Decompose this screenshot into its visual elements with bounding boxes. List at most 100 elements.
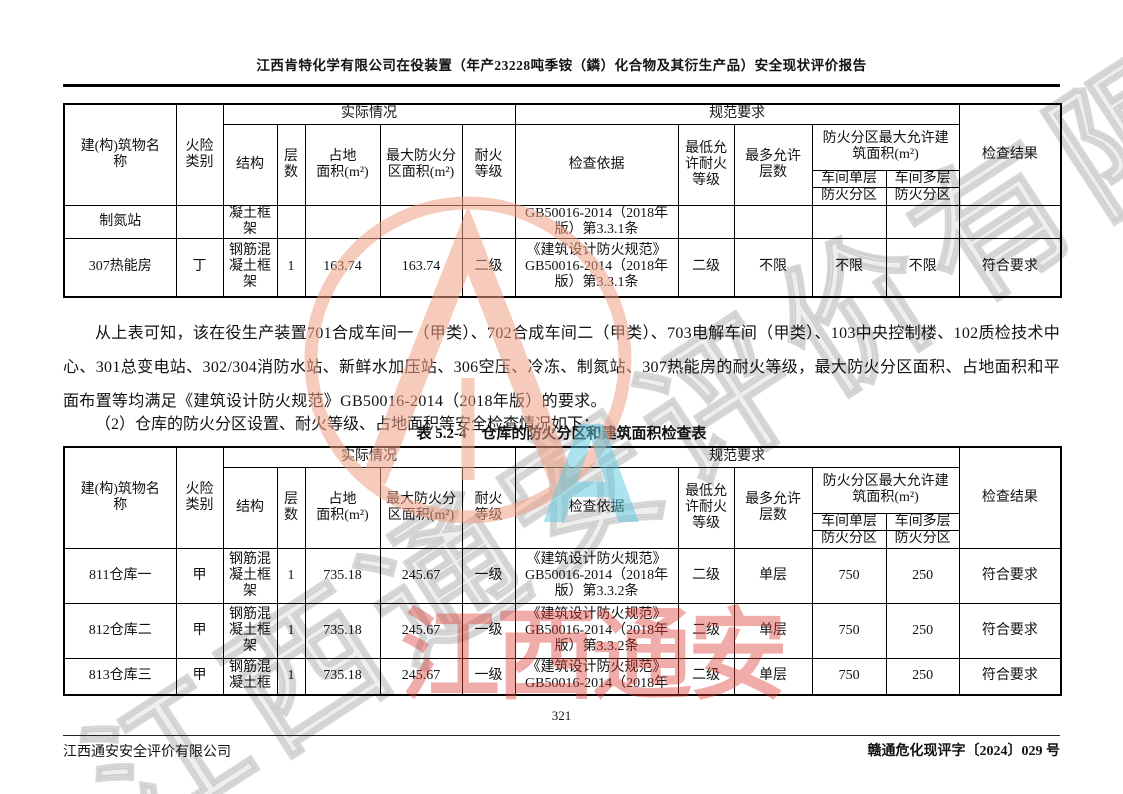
table-cell <box>733 204 813 239</box>
table-cell: 符合要求 <box>958 547 1062 604</box>
col-header-building-name: 建(构)筑物名 称 <box>63 446 177 549</box>
table-cell: 不限 <box>811 237 887 298</box>
table-cell: 250 <box>885 547 960 604</box>
col-header-multi-storey: 车间多层 <box>885 512 960 531</box>
table-cell: 单层 <box>733 657 813 696</box>
col-header-footprint: 占地 面积(m²) <box>304 466 381 549</box>
col-header-min-rating: 最低允 许耐火 等级 <box>677 123 735 206</box>
table-cell: 甲 <box>175 657 224 696</box>
table-cell <box>175 204 224 239</box>
fire-check-table-1: 建(构)筑物名 称 火险 类别 实际情况 规范要求 检查结果 结构 层 数 占地… <box>63 103 1063 298</box>
table-cell: 钢筋混 凝土框 架 <box>222 547 278 604</box>
col-header-basis: 检查依据 <box>514 466 679 549</box>
table-row: 812仓库二 甲 钢筋混 凝土框 架 1 735.18 245.67 一级 《建… <box>63 602 1062 659</box>
col-header-max-zone: 最大防火分 区面积(m²) <box>379 123 463 206</box>
table-cell: 二级 <box>677 602 735 659</box>
table-cell <box>379 204 463 239</box>
table-cell: 钢筋混 凝土框 <box>222 657 278 696</box>
table-cell: 307热能房 <box>63 237 177 298</box>
table-cell: 811仓库一 <box>63 547 177 604</box>
table-cell: 单层 <box>733 602 813 659</box>
table-caption: 表 5.2-4 仓库的防火分区和建筑面积检查表 <box>416 426 707 442</box>
col-header-basis: 检查依据 <box>514 123 679 206</box>
table-cell: 1 <box>276 657 306 696</box>
col-header-max-floors: 最多允许 层数 <box>733 123 813 206</box>
table-cell: 钢筋混 凝土框 架 <box>222 237 278 298</box>
col-header-min-rating: 最低允 许耐火 等级 <box>677 466 735 549</box>
table-cell: 单层 <box>733 547 813 604</box>
table-cell: 《建筑设计防火规范》 GB50016-2014（2018年 版）第3.3.1条 <box>514 237 679 298</box>
table-cell: 735.18 <box>304 602 381 659</box>
document-header-title: 江西肯特化学有限公司在役装置（年产23228吨季铵（鏻）化合物及其衍生产品）安全… <box>256 58 867 73</box>
page-number: 321 <box>551 708 572 723</box>
table-cell: 250 <box>885 602 960 659</box>
table-row: 制氮站 凝土框 架 GB50016-2014（2018年 版）第3.3.1条 <box>63 204 1062 239</box>
col-header-structure: 结构 <box>222 466 278 549</box>
table-cell: 1 <box>276 602 306 659</box>
col-header-fire-class: 火险 类别 <box>175 103 224 206</box>
table-cell: 甲 <box>175 547 224 604</box>
table-cell <box>958 204 1062 239</box>
table-cell: 不限 <box>733 237 813 298</box>
col-header-max-allowed-area: 防火分区最大允许建 筑面积(m²) <box>811 466 960 514</box>
table-cell: 163.74 <box>379 237 463 298</box>
fire-check-table-2: 建(构)筑物名 称 火险 类别 实际情况 规范要求 检查结果 结构 层 数 占地… <box>63 446 1063 696</box>
col-header-floors: 层 数 <box>276 466 306 549</box>
col-header-zone-single: 防火分区 <box>811 529 887 549</box>
col-header-result: 检查结果 <box>958 103 1062 206</box>
table-cell: 二级 <box>677 237 735 298</box>
table-cell <box>811 204 887 239</box>
table-cell <box>461 204 516 239</box>
table-cell: 一级 <box>461 657 516 696</box>
table-cell: 250 <box>885 657 960 696</box>
table-cell: 二级 <box>677 547 735 604</box>
table-cell: 750 <box>811 547 887 604</box>
table-cell: 钢筋混 凝土框 架 <box>222 602 278 659</box>
footer-rule <box>63 735 1060 736</box>
table-cell: 丁 <box>175 237 224 298</box>
col-header-floors: 层 数 <box>276 123 306 206</box>
table-cell: 245.67 <box>379 602 463 659</box>
col-group-code: 规范要求 <box>514 103 960 125</box>
col-group-actual: 实际情况 <box>222 446 516 468</box>
table-cell: 一级 <box>461 547 516 604</box>
table-cell: 《建筑设计防火规范》 GB50016-2014（2018年 <box>514 657 679 696</box>
col-header-rating: 耐火 等级 <box>461 123 516 206</box>
col-header-multi-storey: 车间多层 <box>885 169 960 188</box>
table-cell: 735.18 <box>304 657 381 696</box>
table-cell: 《建筑设计防火规范》 GB50016-2014（2018年 版）第3.3.2条 <box>514 547 679 604</box>
table-cell: 一级 <box>461 602 516 659</box>
col-header-rating: 耐火 等级 <box>461 466 516 549</box>
table-cell: 812仓库二 <box>63 602 177 659</box>
table-cell: 不限 <box>885 237 960 298</box>
col-header-zone-single: 防火分区 <box>811 186 887 206</box>
header-rule <box>63 84 1060 87</box>
table-row: 813仓库三 甲 钢筋混 凝土框 1 735.18 245.67 一级 《建筑设… <box>63 657 1062 696</box>
col-header-max-floors: 最多允许 层数 <box>733 466 813 549</box>
table-cell: 凝土框 架 <box>222 204 278 239</box>
col-group-actual: 实际情况 <box>222 103 516 125</box>
table-cell: 符合要求 <box>958 237 1062 298</box>
table-cell: 甲 <box>175 602 224 659</box>
table-cell: 813仓库三 <box>63 657 177 696</box>
footer-company-name: 江西通安安全评价有限公司 <box>63 745 231 760</box>
col-header-single-storey: 车间单层 <box>811 512 887 531</box>
table-cell <box>276 204 306 239</box>
table-cell <box>677 204 735 239</box>
table-cell: 1 <box>276 237 306 298</box>
col-header-max-zone: 最大防火分 区面积(m²) <box>379 466 463 549</box>
col-header-result: 检查结果 <box>958 446 1062 549</box>
col-header-single-storey: 车间单层 <box>811 169 887 188</box>
table-cell: 245.67 <box>379 657 463 696</box>
summary-paragraph: 从上表可知，该在役生产装置701合成车间一（甲类）、702合成车间二（甲类）、7… <box>63 325 1060 410</box>
table-cell <box>885 204 960 239</box>
table-row: 307热能房 丁 钢筋混 凝土框 架 1 163.74 163.74 二级 《建… <box>63 237 1062 298</box>
col-header-zone-multi: 防火分区 <box>885 529 960 549</box>
table-cell: 1 <box>276 547 306 604</box>
table-cell: 《建筑设计防火规范》 GB50016-2014（2018年 版）第3.3.2条 <box>514 602 679 659</box>
table-cell: 750 <box>811 602 887 659</box>
table-cell <box>304 204 381 239</box>
col-header-structure: 结构 <box>222 123 278 206</box>
